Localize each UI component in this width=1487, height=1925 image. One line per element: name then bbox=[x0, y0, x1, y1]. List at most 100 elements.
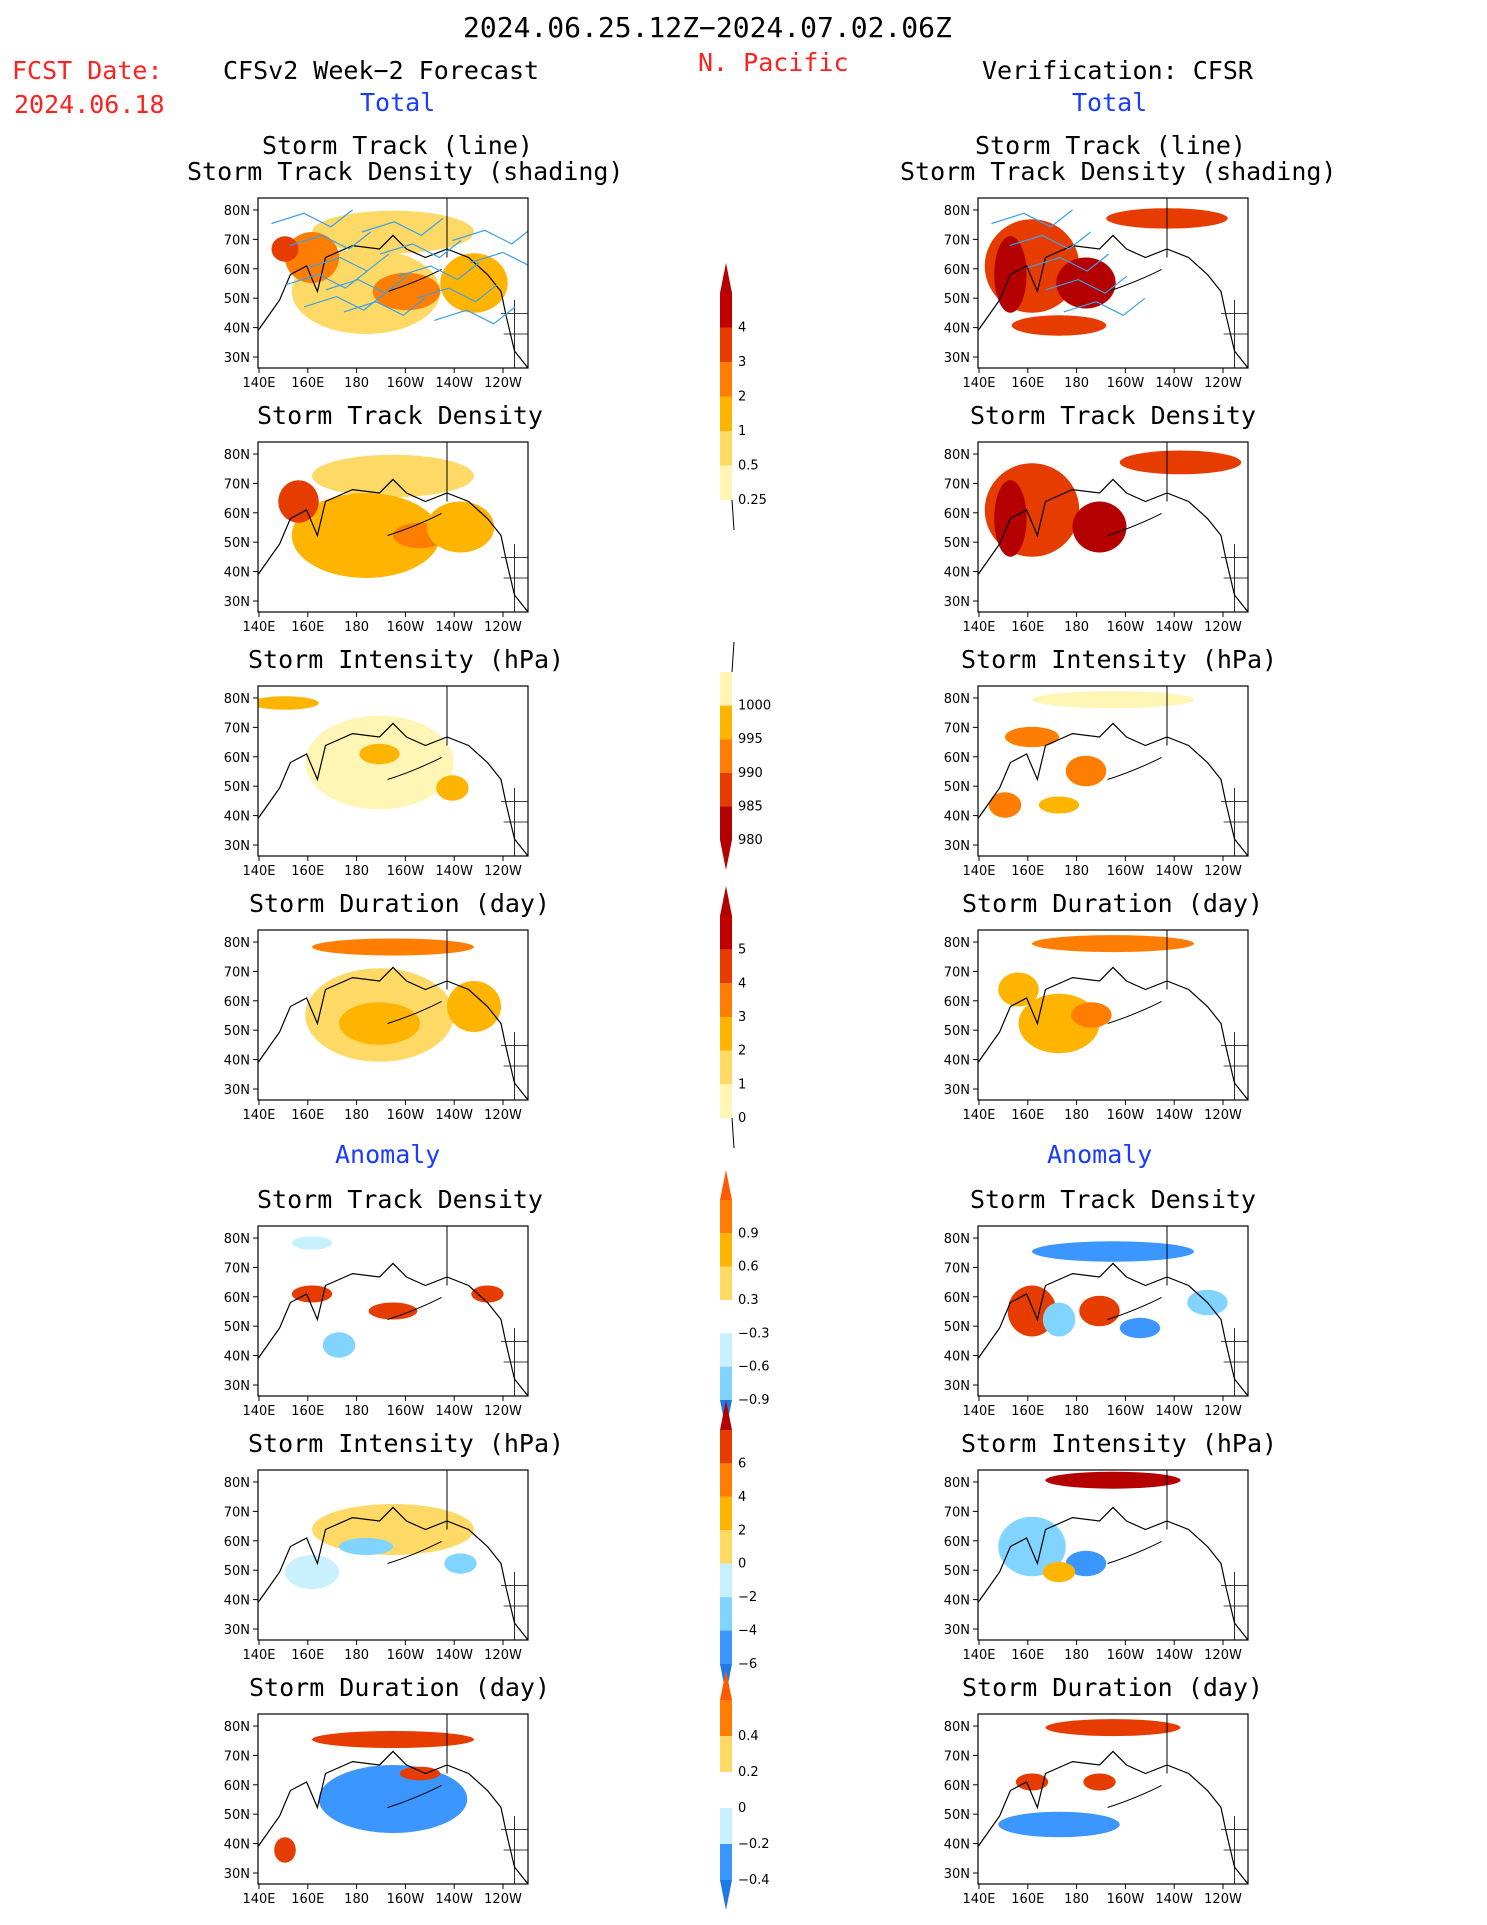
panel-title-l1a: Storm Track (line) bbox=[262, 131, 533, 160]
colorbar-segment bbox=[720, 916, 732, 950]
lon-tick-label: 140E bbox=[242, 620, 275, 635]
lon-tick-label: 180 bbox=[1064, 376, 1089, 391]
panel-title-l3: Storm Intensity (hPa) bbox=[248, 645, 565, 674]
colorbar-density-anom: 0.9 0.6 0.3 −0.3 −0.6 −0.9 bbox=[720, 1170, 770, 1430]
shading-cell bbox=[339, 1002, 420, 1045]
map-panel-R2: 80N 70N 60N 50N 40N 30N 140E 160E 180 160W 140W 120… bbox=[944, 685, 1249, 879]
lat-tick-label: 50N bbox=[224, 780, 250, 795]
colorbar-segment bbox=[720, 1463, 732, 1497]
shading-cell bbox=[291, 1285, 333, 1303]
lat-tick-label: 80N bbox=[944, 204, 970, 219]
shading-cell bbox=[399, 1766, 441, 1781]
lon-tick-label: 140E bbox=[962, 1892, 995, 1907]
lat-tick-label: 70N bbox=[944, 1261, 970, 1276]
coastline bbox=[978, 1750, 1248, 1884]
colorbar-label: 3 bbox=[738, 355, 746, 370]
colorbar-label: 980 bbox=[738, 833, 763, 848]
shading-cell bbox=[1083, 1773, 1116, 1791]
map-panel-L3: 80N 70N 60N 50N 40N 30N 140E 160E 180 160W 140W 120… bbox=[224, 929, 529, 1123]
map-panel-L0: 80N 70N 60N 50N 40N 30N 140E 160E 180 160W 140W 120… bbox=[224, 197, 529, 391]
panel-frame bbox=[257, 197, 529, 369]
colorbar-segment bbox=[720, 327, 732, 362]
lon-tick-label: 120W bbox=[1204, 1108, 1242, 1123]
lat-tick-label: 60N bbox=[944, 1779, 970, 1794]
shading-cell bbox=[291, 493, 441, 578]
lon-tick-label: 120W bbox=[484, 1892, 522, 1907]
lon-tick-label: 140E bbox=[242, 864, 275, 879]
lat-tick-label: 80N bbox=[224, 692, 250, 707]
lon-tick-label: 120W bbox=[1204, 376, 1242, 391]
state-borders bbox=[501, 1328, 528, 1396]
colorbar-segment bbox=[720, 1017, 732, 1051]
panel-title-r2: Storm Track Density bbox=[970, 401, 1256, 430]
aleutian-chain bbox=[1107, 512, 1162, 536]
shading-layer bbox=[978, 1470, 1248, 1640]
colorbar-segment bbox=[720, 1366, 732, 1400]
colorbar-label: −0.2 bbox=[738, 1837, 770, 1852]
shading-cell bbox=[318, 1765, 468, 1833]
lon-tick-label: 180 bbox=[344, 1648, 369, 1663]
lat-tick-label: 40N bbox=[224, 1594, 250, 1609]
lat-tick-label: 80N bbox=[224, 1232, 250, 1247]
storm-track bbox=[1063, 297, 1146, 317]
lon-tick-label: 120W bbox=[484, 1108, 522, 1123]
panel-frame bbox=[257, 1225, 529, 1397]
panel-title-r5: Storm Track Density bbox=[970, 1185, 1256, 1214]
lat-tick-label: 30N bbox=[944, 1379, 970, 1394]
lat-tick-label: 60N bbox=[224, 995, 250, 1010]
lat-tick-label: 80N bbox=[944, 1720, 970, 1735]
panel-title-r1b: Storm Track Density (shading) bbox=[900, 157, 1337, 186]
shading-layer bbox=[258, 1714, 528, 1884]
shading-cell bbox=[278, 480, 319, 523]
colorbar-segment bbox=[720, 362, 732, 397]
panel-frame bbox=[257, 441, 529, 613]
lon-tick-label: 160W bbox=[387, 1648, 425, 1663]
colorbar-duration-anom: 0.4 0.2 0 −0.2 −0.4 bbox=[720, 1670, 770, 1910]
shading-layer bbox=[978, 1714, 1248, 1884]
lat-tick-label: 30N bbox=[944, 595, 970, 610]
colorbar-tail-bottom bbox=[731, 1117, 735, 1149]
shading-cell bbox=[1015, 1773, 1049, 1791]
coastline bbox=[258, 478, 528, 612]
colorbar-segment bbox=[720, 1844, 732, 1880]
lon-tick-label: 120W bbox=[1204, 620, 1242, 635]
colorbar-arrow-top bbox=[720, 1170, 732, 1200]
aleutian-chain bbox=[387, 1296, 442, 1320]
colorbar-label: 0.5 bbox=[738, 459, 759, 474]
lon-tick-label: 140W bbox=[1155, 864, 1193, 879]
storm-track bbox=[434, 306, 516, 325]
lat-tick-label: 60N bbox=[944, 1535, 970, 1550]
map-panel-R4: 80N 70N 60N 50N 40N 30N 140E 160E 180 160W 140W 120… bbox=[944, 1225, 1249, 1419]
colorbar-segment bbox=[720, 806, 732, 840]
shading-cell bbox=[1005, 726, 1059, 748]
storm-track bbox=[397, 262, 480, 281]
lon-tick-label: 140E bbox=[242, 1108, 275, 1123]
lat-tick-label: 40N bbox=[224, 566, 250, 581]
lon-tick-label: 120W bbox=[1204, 1892, 1242, 1907]
colorbar-segment bbox=[720, 1233, 732, 1267]
lon-tick-label: 180 bbox=[344, 864, 369, 879]
lat-tick-label: 80N bbox=[944, 936, 970, 951]
lat-tick-label: 60N bbox=[944, 1291, 970, 1306]
panel-title-l5: Storm Track Density bbox=[257, 1185, 543, 1214]
right-anomaly-label: Anomaly bbox=[1047, 1140, 1153, 1169]
colorbar-label: 0.9 bbox=[738, 1226, 759, 1241]
colorbar-arrow-bottom bbox=[720, 1880, 732, 1910]
lon-tick-label: 120W bbox=[484, 864, 522, 879]
shading-cell bbox=[339, 1538, 393, 1555]
colorbar-label: 1 bbox=[738, 424, 746, 439]
lat-tick-label: 50N bbox=[224, 292, 250, 307]
colorbar-intensity: 1000 995 990 985 980 bbox=[720, 641, 771, 870]
colorbar-segment bbox=[720, 1333, 732, 1367]
storm-track bbox=[1045, 275, 1128, 294]
lon-tick-label: 180 bbox=[1064, 1648, 1089, 1663]
colorbar-label: 985 bbox=[738, 799, 763, 814]
state-borders bbox=[501, 1032, 528, 1100]
lon-tick-label: 120W bbox=[1204, 1648, 1242, 1663]
colorbar-segment bbox=[720, 1266, 732, 1300]
shading-layer bbox=[258, 1470, 528, 1640]
lon-tick-label: 120W bbox=[1204, 1404, 1242, 1419]
lat-tick-label: 50N bbox=[944, 780, 970, 795]
panel-title-r3: Storm Intensity (hPa) bbox=[961, 645, 1278, 674]
lat-tick-label: 30N bbox=[944, 839, 970, 854]
